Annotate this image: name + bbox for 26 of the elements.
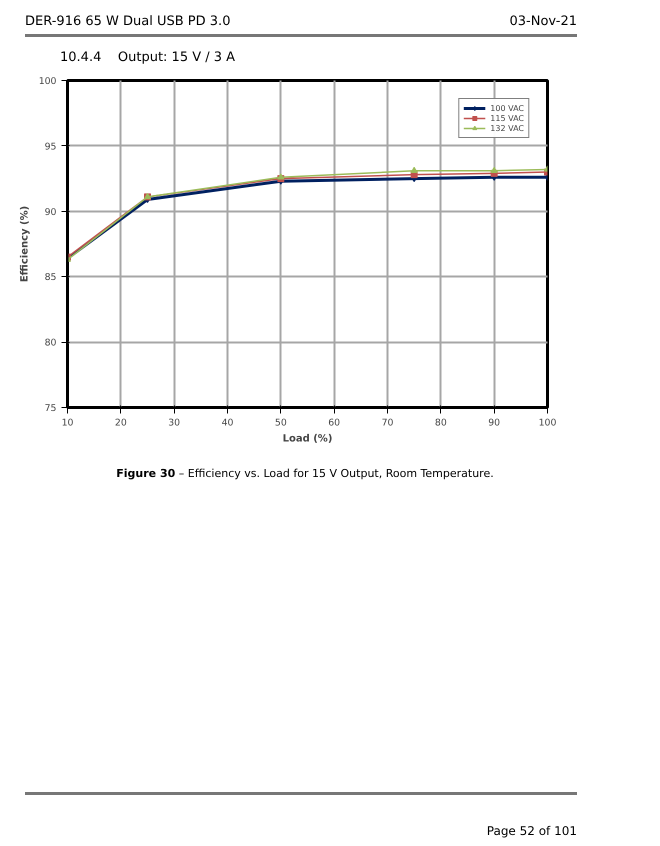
x-tick-label: 90: [488, 418, 500, 429]
x-tick-label: 10: [62, 418, 74, 429]
x-tick-label: 40: [222, 418, 234, 429]
x-tick-label: 80: [434, 418, 447, 429]
y-tick-label: 85: [44, 272, 57, 284]
x-tick-label: 60: [328, 418, 340, 429]
text: 03-Nov-21: [510, 13, 577, 31]
x-tick-label: 30: [168, 418, 180, 429]
chart-title: DER-916 65 W Dual USB PD 3.0: [25, 13, 230, 31]
y-axis-title: Efficiency (%): [20, 206, 31, 282]
x-axis-title: Load (%): [282, 434, 332, 445]
text: Page 52 of 101: [25, 792, 577, 840]
x-tick-label: 100: [538, 418, 556, 429]
y-tick-label: 100: [38, 76, 57, 88]
y-tick-label: 90: [44, 206, 57, 218]
y-tick-label: 95: [44, 142, 57, 153]
chart-subtitle: 10.4.4 Output: 15 V / 3 A: [60, 48, 236, 67]
legend-label: 132 VAC: [490, 123, 524, 134]
y-tick-label: 75: [44, 403, 57, 414]
legend-label: 100 VAC: [490, 103, 524, 114]
x-tick-label: 50: [274, 418, 287, 429]
legend-label: 115 VAC: [490, 113, 524, 124]
y-tick-label: 80: [44, 338, 57, 349]
caption: Figure 30 – Efficiency vs. Load for 15 V Output, Room Temperature.: [115, 466, 495, 482]
x-tick-label: 70: [382, 418, 394, 429]
x-tick-label: 20: [114, 418, 127, 429]
